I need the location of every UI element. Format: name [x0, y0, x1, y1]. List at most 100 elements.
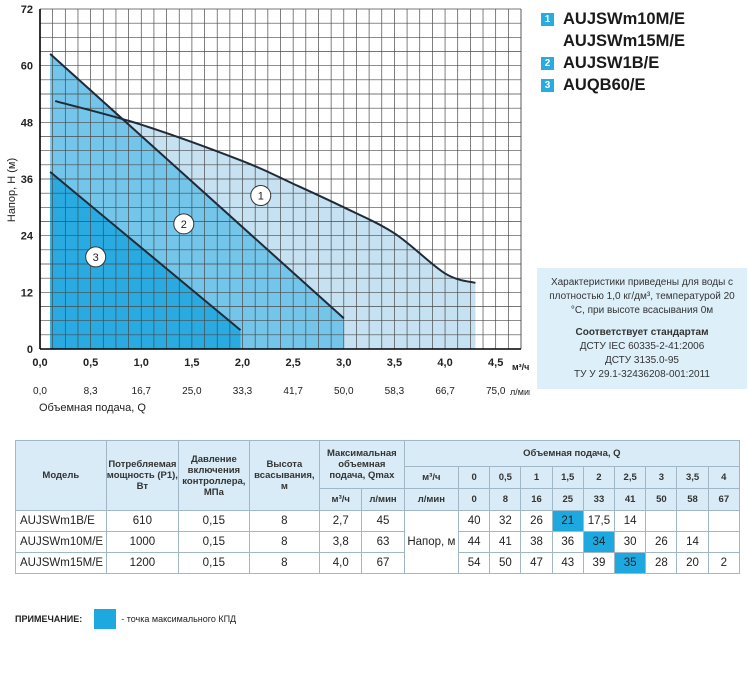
header-flow-value: 50: [645, 488, 678, 511]
cell-head-best-efficiency: 35: [614, 552, 647, 574]
cell-power: 1200: [105, 552, 180, 574]
curve-marker-2: [173, 213, 195, 235]
cell-head: 17,5: [582, 510, 616, 532]
cell-qmax-m3: 3,8: [319, 531, 363, 553]
y-tick-label: 72: [21, 4, 33, 16]
cell-head: 36: [551, 531, 584, 553]
cell-qmax-m3: 4,0: [319, 552, 363, 574]
x-tick-label: 2,0: [235, 357, 250, 369]
table-row: AUJSWm15M/E 1200 0,15 8 4,0 67 54 50 47 43 39 35 28 2…: [15, 552, 741, 574]
header-flow-value: 2,5: [614, 466, 647, 489]
x-tick-label-secondary: 58,3: [385, 386, 405, 397]
cell-head: 54: [458, 552, 491, 574]
cell-head: 41: [489, 531, 522, 553]
header-flow-value: 41: [614, 488, 647, 511]
cell-qmax-lmin: 45: [361, 510, 405, 532]
header-flow: Объемная подача, Q: [403, 440, 741, 467]
x-tick-label-secondary: 0,0: [33, 386, 47, 397]
header-flow-unit: м³/ч: [403, 466, 460, 489]
standard-item: ДСТУ IEC 60335-2-41:2006: [579, 341, 705, 352]
curve-1-line: [54, 100, 476, 284]
y-tick-label: 0: [27, 344, 33, 356]
table-row: AUJSWm1B/E 610 0,15 8 2,7 45 Напор, м 40 32 26 21 1…: [15, 510, 741, 574]
cell-head: 26: [520, 510, 553, 532]
cell-head-best-efficiency: 34: [582, 531, 616, 553]
curve-marker-label: 1: [258, 191, 264, 203]
y-axis-label: Напор, H (м): [6, 158, 18, 222]
cell-pressure: 0,15: [178, 531, 250, 553]
x-tick-label: 2,5: [286, 357, 301, 369]
y-tick-label: 48: [21, 117, 33, 129]
table-header-row: м³/ч 0 0,5 1 1,5 2 2,5 3 3,5 4: [16, 466, 741, 489]
x-tick-label: 0,5: [83, 357, 98, 369]
cell-pressure: 0,15: [178, 552, 250, 574]
header-qmax-unit: л/мин: [361, 488, 405, 511]
x-tick-label-secondary: 16,7: [132, 386, 152, 397]
cell-qmax-m3: 2,7: [319, 510, 363, 532]
header-flow-value: 0: [458, 466, 491, 489]
legend-item-1: 1 AUJSWm10M/E: [541, 8, 746, 30]
header-flow-unit: л/мин: [403, 488, 460, 511]
y-tick-label: 36: [21, 174, 33, 186]
legend-badge: 1: [541, 12, 554, 26]
standard-item: ДСТУ 3135.0-95: [605, 355, 679, 366]
y-tick-label: 24: [21, 231, 34, 243]
cell-head: 28: [645, 552, 678, 574]
standards-title: Соответствует стандартам: [575, 327, 709, 338]
spec-table: Модель Потребляемая мощность (P1), Вт Давл…: [15, 440, 741, 574]
legend-badge: 3: [541, 78, 554, 92]
y-tick-label: 12: [21, 287, 33, 299]
legend-item-3: 3 AUQB60/E: [541, 74, 746, 96]
cell-head: 44: [458, 531, 491, 553]
header-qmax: Максимальная объемная подача, Qmax: [319, 440, 405, 489]
legend-item-1-cont: AUJSWm15M/E: [541, 30, 746, 52]
header-power: Потребляемая мощность (P1), Вт: [105, 440, 180, 511]
cell-head: [645, 510, 678, 532]
x-tick-label: 3,0: [336, 357, 351, 369]
x-tick-label-secondary: 8,3: [84, 386, 98, 397]
cell-head-best-efficiency: 21: [551, 510, 584, 532]
x-tick-label-secondary: 75,0: [486, 386, 506, 397]
header-flow-value: 3: [645, 466, 678, 489]
x-tick-label-secondary: 41,7: [283, 386, 303, 397]
header-flow-value: 4: [707, 466, 741, 489]
chart-curves: [49, 53, 476, 331]
cell-head: 26: [645, 531, 678, 553]
header-flow-value: 0,5: [489, 466, 522, 489]
x-tick-label-secondary: 50,0: [334, 386, 354, 397]
header-flow-value: 1: [520, 466, 553, 489]
cell-power: 1000: [105, 531, 180, 553]
table-header-row: м³/ч л/мин л/мин 0 8 16 25 33 41 50 58 67: [16, 488, 741, 511]
cell-head: 43: [551, 552, 584, 574]
cell-model: AUJSWm10M/E: [15, 531, 107, 553]
table-row: AUJSWm10M/E 1000 0,15 8 3,8 63 44 41 38 36 34 30 26 1…: [15, 531, 741, 553]
cell-head: 32: [489, 510, 522, 532]
header-suction: Высота всасывания, м: [248, 440, 321, 511]
curve-marker-1: [250, 185, 272, 207]
x-tick-label: 4,0: [437, 357, 452, 369]
cell-qmax-lmin: 67: [361, 552, 405, 574]
header-flow-value: 2: [582, 466, 616, 489]
header-flow-value: 25: [551, 488, 584, 511]
legend-text: AUQB60/E: [563, 75, 646, 94]
info-box: Характеристики приведены для воды с плот…: [537, 268, 747, 389]
cell-pressure: 0,15: [178, 510, 250, 532]
header-flow-value: 16: [520, 488, 553, 511]
x-axis-secondary-label: Объемная подача, Q: [39, 402, 146, 414]
chart-legend: 1 AUJSWm10M/E AUJSWm15M/E 2 AUJSW1B/E 3 …: [541, 8, 746, 96]
curve-3-area: [50, 171, 241, 349]
header-flow-value: 67: [707, 488, 741, 511]
chart-grid: [39, 8, 522, 350]
header-flow-value: 3,5: [676, 466, 709, 489]
header-pressure: Давление включения контроллера, МПа: [178, 440, 250, 511]
cell-head: 38: [520, 531, 553, 553]
curve-2-line: [49, 53, 345, 320]
curve-marker-label: 2: [181, 219, 187, 231]
legend-text: AUJSWm15M/E: [563, 31, 685, 50]
cell-head-label: Напор, м: [403, 510, 460, 574]
standard-item: ТУ У 29.1-32436208-001:2011: [574, 369, 710, 380]
x-tick-label-secondary: 25,0: [182, 386, 202, 397]
cell-model: AUJSWm15M/E: [15, 552, 107, 574]
header-flow-value: 1,5: [551, 466, 584, 489]
chart-areas: [50, 53, 476, 349]
